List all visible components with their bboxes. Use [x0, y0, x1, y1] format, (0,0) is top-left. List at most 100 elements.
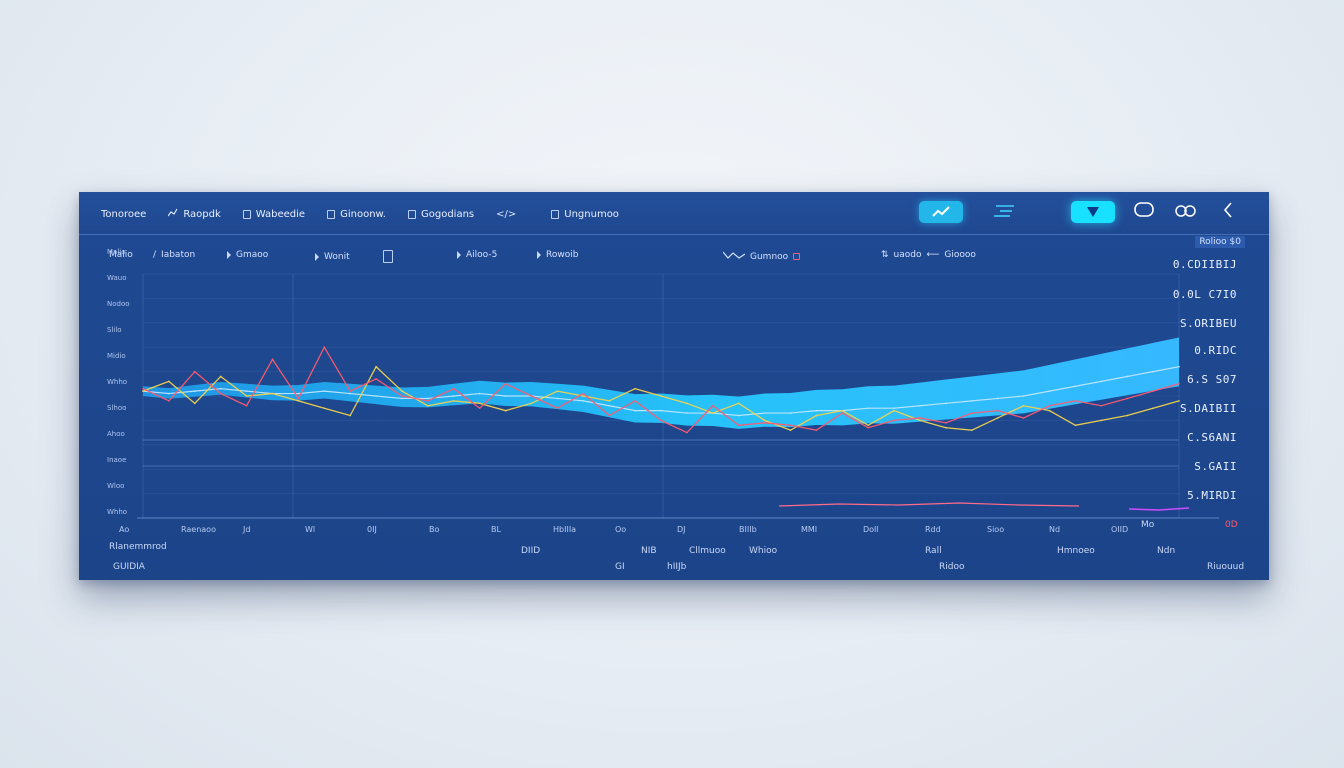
stat-value: 6.S S07 [1187, 373, 1237, 386]
footer-left-tag[interactable]: GUIDIA [113, 562, 145, 572]
y-tick-label: Ahoo [107, 430, 125, 438]
data-point [375, 395, 377, 397]
y-tick-label: Inaoe [107, 456, 126, 464]
data-point [530, 395, 533, 397]
sub-item-3[interactable]: Wonit [315, 250, 393, 263]
x-tick-label: Jd [242, 525, 250, 534]
menu-icon [992, 203, 1016, 222]
menu-item-0[interactable]: Tonoroee [101, 208, 146, 220]
dashboard-panel: Tonoroee Raopdk Wabeedie Ginoonw. Gogodi… [79, 192, 1269, 580]
footer-tag[interactable]: Cllmuoo [689, 546, 726, 556]
trend-icon [932, 203, 950, 222]
x-tick-label: Nd [1049, 525, 1060, 534]
data-point [737, 414, 740, 417]
data-point [971, 429, 973, 431]
sub-item-4[interactable]: Ailoo-5 [457, 250, 497, 260]
bottom-trace-line [778, 502, 1080, 507]
data-point [1074, 385, 1077, 388]
filter-button[interactable] [1071, 201, 1115, 223]
y-tick-label: Malio [107, 248, 126, 256]
data-point [453, 387, 455, 390]
y-tick-label: Wloo [107, 482, 124, 490]
chat-button[interactable] [1131, 201, 1157, 223]
data-point [763, 412, 766, 414]
data-point [1074, 400, 1077, 402]
menu-item-4[interactable]: Gogodians [407, 208, 475, 220]
data-point [323, 407, 326, 409]
data-point [789, 412, 792, 414]
red-value-badge: 0D [1225, 520, 1238, 530]
data-point [789, 429, 792, 431]
footer-tag[interactable]: Whioo [749, 546, 778, 556]
data-point [712, 412, 714, 414]
y-tick-label: Slhoo [107, 404, 126, 412]
data-point [427, 400, 429, 402]
data-point [271, 358, 274, 361]
data-point [1100, 404, 1103, 407]
data-point [1022, 404, 1025, 407]
doc-icon [327, 209, 336, 219]
data-point [478, 407, 481, 409]
doc-icon [242, 209, 251, 219]
menu-item-label: Gogodians [420, 208, 475, 220]
menu-button[interactable] [991, 201, 1017, 223]
data-point [194, 390, 196, 392]
caret-icon [537, 251, 541, 259]
stat-value: 0.0L C7I0 [1172, 288, 1237, 301]
stats-column: Rolioo $0 0.CDIIBIJ 0.0L C7I0 S.ORIBEU 0… [1172, 234, 1261, 534]
x-tick-label: Rdd [925, 525, 941, 534]
footer-value: Ridoo [939, 562, 965, 572]
data-point [1126, 375, 1128, 378]
menu-item-2[interactable]: Wabeedie [242, 208, 305, 220]
slash-icon: / [153, 250, 157, 260]
footer-tag[interactable]: Rall [925, 546, 942, 556]
sub-item-2[interactable]: Gmaoo [227, 250, 268, 260]
footer-tag[interactable]: Ndn [1157, 546, 1176, 556]
menu-item-3[interactable]: Ginoonw. [327, 208, 386, 220]
stat-value: S.DAIBII [1180, 402, 1237, 415]
stats-header: Rolioo $0 [1195, 236, 1245, 248]
trend-button[interactable] [919, 201, 963, 223]
footer-tag[interactable]: DIID [521, 546, 541, 556]
data-point [219, 392, 222, 395]
data-point [634, 409, 636, 412]
bottom-trace-accent [1128, 507, 1190, 511]
stat-value: 5.MIRDI [1187, 489, 1237, 502]
data-point [815, 414, 818, 417]
data-point [453, 395, 455, 397]
footer-tag[interactable]: NIB [641, 546, 657, 556]
doc-icon [382, 250, 393, 263]
data-point [1152, 407, 1154, 409]
sub-item-6[interactable]: Gumnoo [722, 250, 801, 263]
back-button[interactable] [1215, 201, 1241, 223]
sub-item-label: Gioooo [944, 250, 976, 260]
sub-item-7[interactable]: ⇅ uaodo ⟵ Gioooo [881, 250, 976, 260]
data-point [375, 378, 377, 380]
data-point [168, 392, 170, 395]
status-dot-icon [793, 253, 801, 260]
doc-icon [407, 209, 416, 219]
y-tick-label: Nodoo [107, 300, 130, 308]
data-point [634, 387, 636, 390]
data-point [142, 387, 144, 390]
data-point [582, 395, 585, 397]
chart-icon [167, 208, 178, 220]
data-point [945, 426, 947, 429]
link-button[interactable] [1173, 201, 1199, 223]
sub-item-0[interactable]: Malio [109, 250, 133, 260]
data-point [530, 402, 533, 405]
data-point [686, 402, 688, 405]
sub-item-5[interactable]: Rowoib [537, 250, 578, 260]
data-point [867, 407, 869, 409]
menu-item-1[interactable]: Raopdk [167, 208, 221, 220]
sub-item-1[interactable]: / Iabaton [153, 250, 195, 260]
data-point [1126, 397, 1128, 400]
data-point [297, 392, 300, 395]
menu-item-label: Ginoonw. [340, 208, 386, 220]
data-point [608, 404, 610, 407]
menu-item-5[interactable]: </> Ungnumoo [496, 208, 619, 220]
x-tick-label: Bo [429, 525, 439, 534]
footer-tag[interactable]: Hmnoeo [1057, 546, 1095, 556]
data-point [893, 409, 895, 412]
data-point [1152, 390, 1154, 392]
